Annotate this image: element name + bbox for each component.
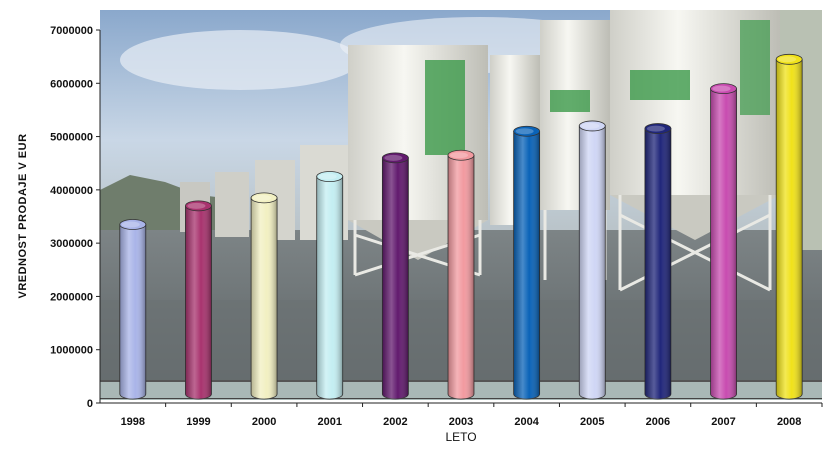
y-tick-label: 6000000 bbox=[50, 78, 93, 90]
y-tick-label: 3000000 bbox=[50, 238, 93, 250]
y-tick-label: 1000000 bbox=[50, 345, 93, 357]
x-tick-label: 2006 bbox=[646, 416, 670, 428]
y-axis-ticks: 0 1000000 2000000 3000000 4000000 5000000 6000… bbox=[50, 25, 100, 410]
x-tick-label: 1999 bbox=[186, 416, 210, 428]
x-tick-label: 2001 bbox=[317, 416, 341, 428]
x-tick-label: 2000 bbox=[252, 416, 276, 428]
bar bbox=[775, 53, 803, 400]
x-tick-label: 1998 bbox=[121, 416, 145, 428]
bar bbox=[185, 200, 212, 400]
bar bbox=[513, 125, 541, 400]
x-tick-label: 2002 bbox=[383, 416, 407, 428]
x-axis-ticks: 1998 1999 2000 2001 2002 2003 2004 2005 2006 2007… bbox=[121, 403, 823, 428]
y-tick-label: 0 bbox=[87, 398, 93, 410]
bars bbox=[119, 53, 803, 400]
bar bbox=[316, 171, 344, 400]
y-tick-label: 7000000 bbox=[50, 25, 93, 37]
x-tick-label: 2005 bbox=[580, 416, 604, 428]
bar bbox=[250, 192, 278, 400]
bar bbox=[578, 120, 606, 400]
y-tick-label: 2000000 bbox=[50, 291, 93, 303]
bar bbox=[119, 219, 147, 400]
y-axis-title: VREDNOST PRODAJE V EUR bbox=[17, 133, 29, 298]
bar bbox=[644, 123, 672, 400]
bar bbox=[710, 83, 737, 400]
x-tick-label: 2007 bbox=[711, 416, 735, 428]
x-tick-label: 2003 bbox=[449, 416, 473, 428]
y-tick-label: 4000000 bbox=[50, 185, 93, 197]
bar bbox=[447, 149, 475, 400]
bar bbox=[381, 152, 409, 400]
x-tick-label: 2008 bbox=[777, 416, 801, 428]
x-axis-title: LETO bbox=[445, 430, 476, 444]
y-tick-label: 5000000 bbox=[50, 132, 93, 144]
x-tick-label: 2004 bbox=[514, 416, 539, 428]
